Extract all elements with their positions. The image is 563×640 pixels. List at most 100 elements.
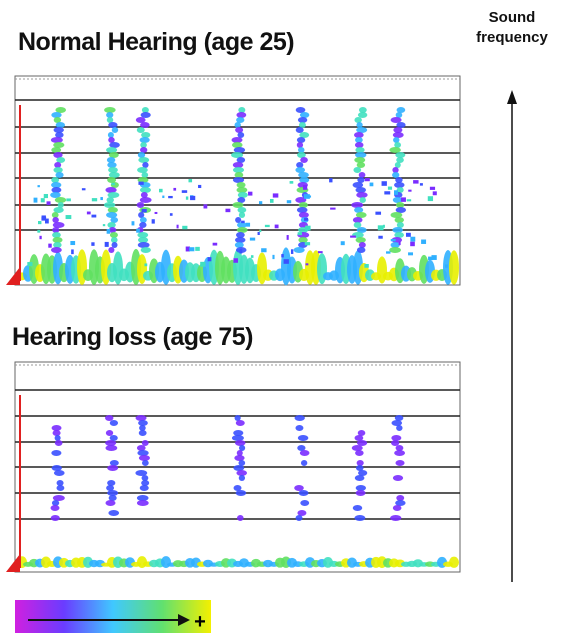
- noise-speck: [70, 241, 76, 246]
- noise-speck: [257, 231, 260, 235]
- formant-blob: [231, 152, 244, 158]
- formant-blob: [391, 237, 403, 243]
- formant-blob: [393, 127, 403, 133]
- noise-speck: [182, 225, 188, 230]
- formant-blob: [234, 237, 246, 243]
- formant-blob: [139, 197, 152, 203]
- formant-blob: [295, 197, 307, 203]
- noise-speck: [405, 232, 411, 237]
- formant-blob: [55, 107, 67, 113]
- formant-blob: [107, 465, 119, 471]
- noise-speck: [239, 248, 243, 254]
- formant-blob: [392, 505, 402, 511]
- formant-blob: [392, 197, 403, 203]
- formant-blob: [392, 132, 404, 138]
- formant-blob: [53, 470, 65, 476]
- formant-blob: [50, 247, 62, 253]
- formant-blob: [295, 425, 304, 431]
- formant-blob: [235, 420, 245, 426]
- formant-blob: [235, 232, 245, 238]
- formant-blob: [231, 435, 244, 441]
- noise-speck: [169, 213, 173, 216]
- formant-blob: [53, 142, 65, 148]
- formant-blob: [238, 107, 246, 113]
- red-marker: [6, 267, 20, 285]
- noise-speck: [188, 179, 193, 183]
- formant-blob: [358, 470, 368, 476]
- noise-speck: [286, 200, 292, 204]
- formant-blob: [389, 147, 401, 153]
- formant-blob: [137, 242, 150, 248]
- formant-blob: [140, 192, 148, 198]
- formant-blob: [136, 127, 145, 133]
- noise-speck: [91, 198, 98, 202]
- arrow-head: [507, 90, 517, 104]
- formant-blob: [51, 112, 62, 118]
- formant-blob: [52, 495, 65, 501]
- formant-blob: [394, 415, 404, 421]
- noise-speck: [168, 195, 173, 199]
- formant-blob: [111, 127, 119, 133]
- formant-blob: [396, 107, 406, 113]
- formant-blob: [52, 232, 61, 238]
- formant-blob: [107, 207, 118, 213]
- formant-blob: [138, 212, 145, 218]
- formant-blob: [107, 177, 117, 183]
- noise-speck: [317, 251, 323, 254]
- formant-blob: [300, 460, 308, 466]
- noise-speck: [329, 178, 333, 183]
- formant-blob: [105, 445, 118, 451]
- noise-speck: [39, 235, 42, 240]
- formant-blob: [139, 425, 146, 431]
- formant-blob: [395, 500, 406, 506]
- formant-blob: [355, 490, 366, 496]
- noise-speck: [393, 190, 398, 195]
- formant-blob: [299, 132, 310, 138]
- formant-blob: [51, 187, 62, 193]
- spectrogram-panel: [6, 75, 461, 286]
- formant-blob: [356, 192, 368, 198]
- formant-blob: [140, 112, 151, 118]
- formant-blob: [354, 475, 365, 481]
- noise-speck: [369, 182, 374, 187]
- noise-speck: [65, 215, 72, 220]
- formant-blob: [109, 435, 118, 441]
- noise-speck: [382, 224, 385, 228]
- formant-blob: [392, 167, 399, 173]
- noise-speck: [304, 242, 311, 246]
- formant-blob: [139, 137, 150, 143]
- noise-speck: [91, 214, 97, 218]
- formant-blob: [236, 450, 243, 456]
- formant-blob: [56, 485, 65, 491]
- formant-blob: [394, 217, 404, 223]
- formant-blob: [298, 237, 308, 243]
- formant-blob: [53, 152, 63, 158]
- noise-speck: [81, 188, 86, 191]
- formant-blob: [390, 515, 402, 521]
- formant-blob: [139, 485, 149, 491]
- formant-blob: [53, 207, 64, 213]
- formant-blob: [237, 207, 247, 213]
- noise-speck: [269, 199, 274, 203]
- formant-blob: [355, 450, 364, 456]
- noise-speck: [141, 208, 147, 213]
- plus-label: +: [194, 611, 206, 633]
- panel-title: Normal Hearing (age 25): [18, 28, 294, 56]
- noise-speck: [173, 187, 177, 191]
- energy-blob: [449, 250, 459, 285]
- noise-speck: [158, 188, 163, 193]
- formant-blob: [395, 152, 406, 158]
- formant-blob: [238, 475, 246, 481]
- formant-blob: [106, 485, 115, 491]
- formant-blob: [137, 152, 146, 158]
- formant-blob: [138, 157, 150, 163]
- formant-blob: [105, 430, 114, 436]
- formant-blob: [137, 450, 149, 456]
- noise-speck: [225, 208, 231, 213]
- noise-speck: [100, 197, 103, 201]
- noise-speck: [303, 194, 310, 199]
- noise-speck: [185, 196, 189, 200]
- formant-blob: [354, 117, 362, 123]
- red-marker: [6, 554, 20, 572]
